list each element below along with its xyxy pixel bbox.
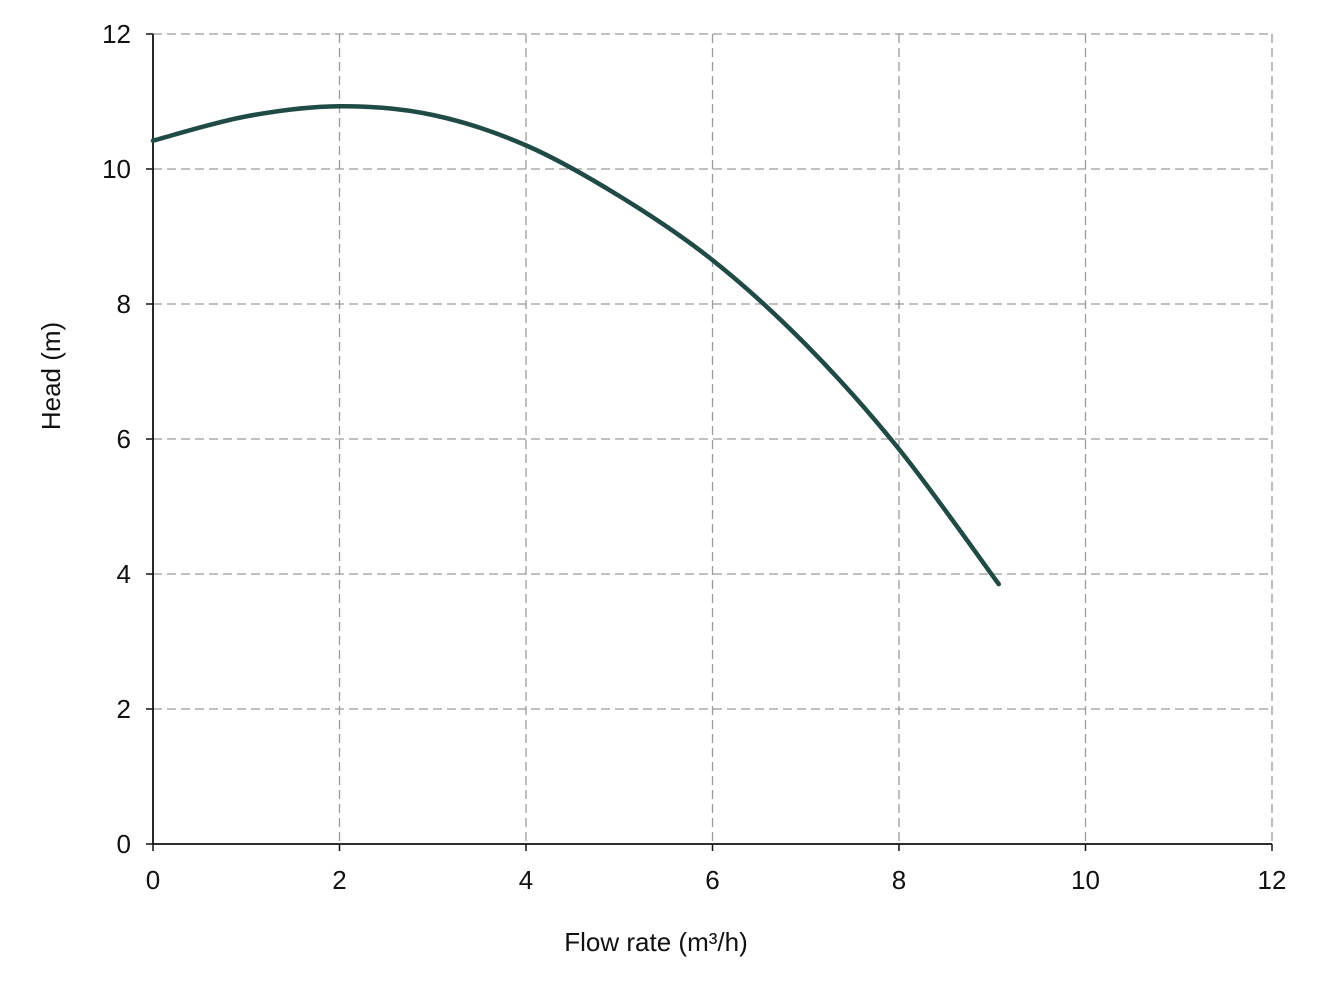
x-axis-label: Flow rate (m³/h) bbox=[564, 927, 747, 957]
y-tick-label: 6 bbox=[117, 424, 131, 454]
series bbox=[150, 103, 1002, 587]
grid bbox=[153, 33, 1273, 844]
y-tick-label: 4 bbox=[117, 559, 131, 589]
x-tick-label: 6 bbox=[705, 865, 719, 895]
y-axis-label: Head (m) bbox=[36, 322, 66, 430]
tick-labels: 0 2 4 6 8 10 12 0 2 4 6 8 10 12 bbox=[102, 19, 1286, 895]
y-tick-label: 8 bbox=[117, 289, 131, 319]
x-tick-label: 10 bbox=[1071, 865, 1100, 895]
y-tick-label: 2 bbox=[117, 694, 131, 724]
x-tick-label: 2 bbox=[332, 865, 346, 895]
y-tick-label: 0 bbox=[117, 829, 131, 859]
x-tick-label: 0 bbox=[146, 865, 160, 895]
head-curve-line bbox=[150, 103, 1002, 587]
axes bbox=[146, 33, 1273, 851]
x-tick-label: 4 bbox=[519, 865, 533, 895]
x-tick-label: 8 bbox=[892, 865, 906, 895]
y-tick-label: 10 bbox=[102, 154, 131, 184]
y-tick-label: 12 bbox=[102, 19, 131, 49]
x-tick-label: 12 bbox=[1258, 865, 1287, 895]
